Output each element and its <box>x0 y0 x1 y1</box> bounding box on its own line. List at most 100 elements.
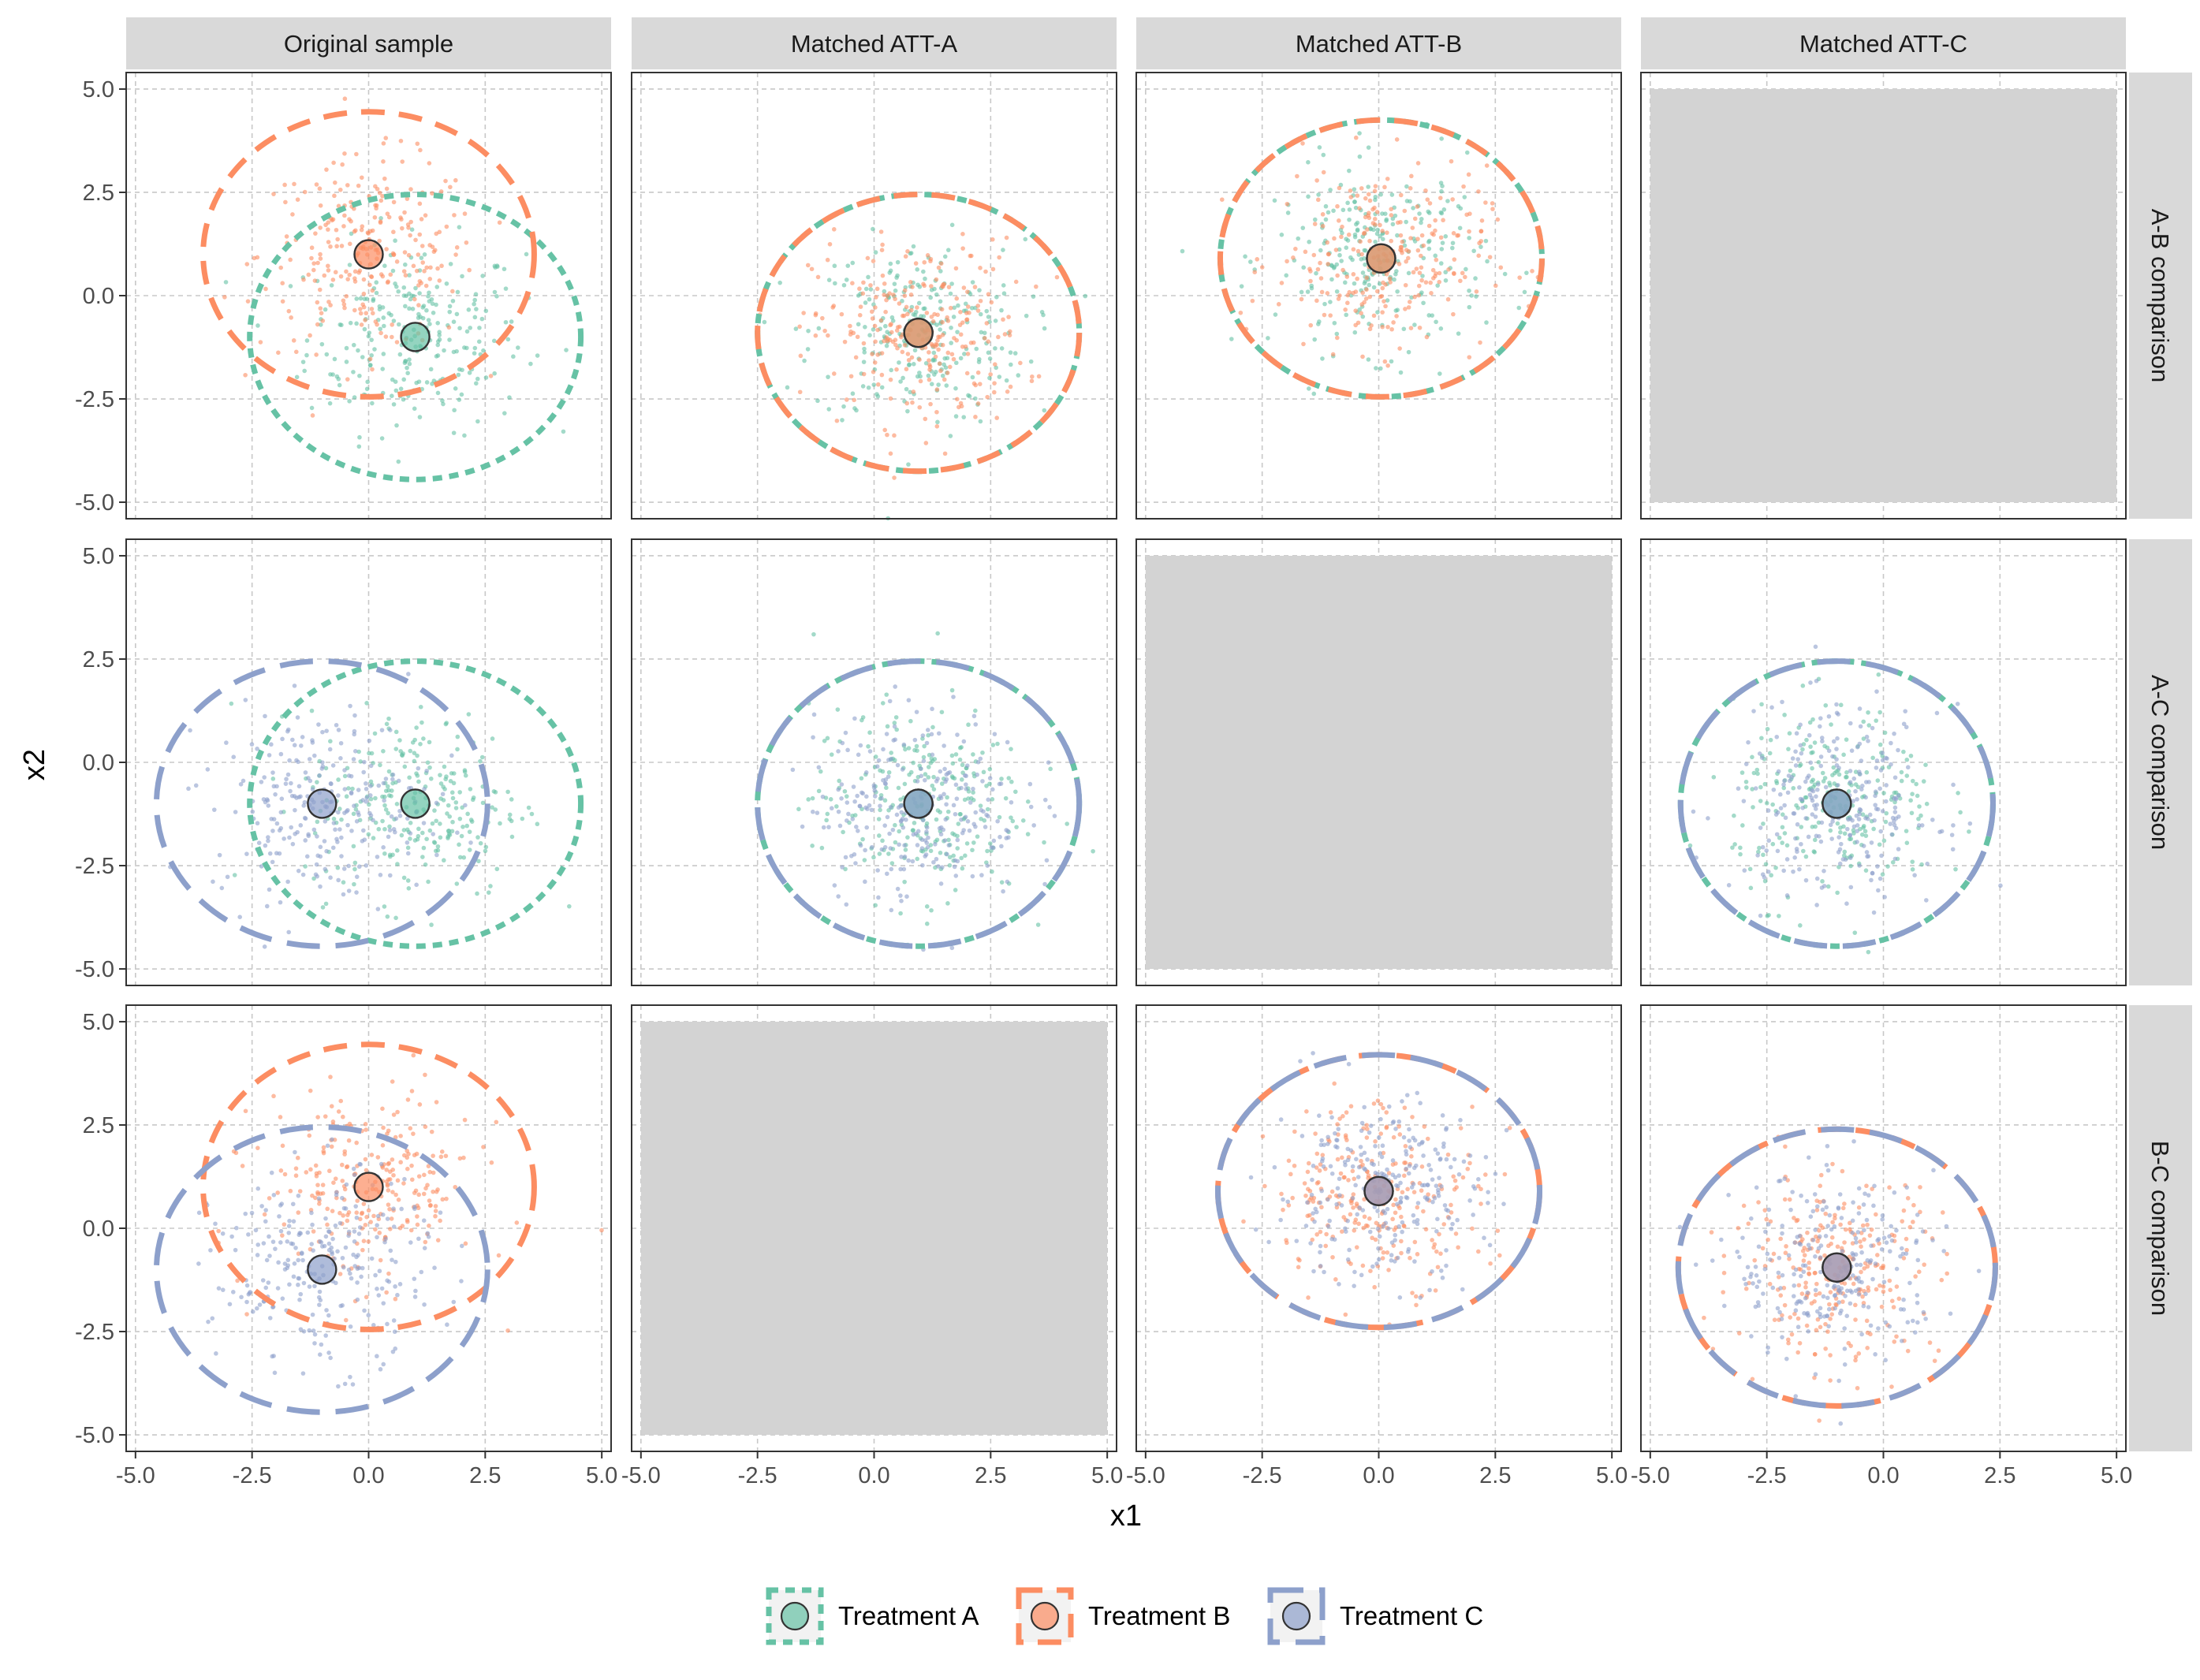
data-point <box>380 794 385 799</box>
data-point <box>255 1306 259 1311</box>
data-point <box>1054 274 1060 280</box>
data-point <box>352 728 357 734</box>
data-point <box>418 704 423 710</box>
data-point <box>1818 1183 1823 1188</box>
data-point <box>386 1202 391 1207</box>
data-point <box>1825 1283 1830 1288</box>
data-point <box>1811 849 1817 854</box>
data-point <box>1911 1318 1915 1324</box>
data-point <box>1415 237 1420 241</box>
data-point <box>1434 1183 1439 1189</box>
data-point <box>439 263 444 269</box>
data-point <box>1803 877 1809 883</box>
x-tick-label: 2.5 <box>975 1463 1006 1488</box>
data-point <box>851 784 856 789</box>
data-point <box>310 740 315 745</box>
data-point <box>1859 1250 1864 1255</box>
data-point <box>1904 1185 1909 1190</box>
data-point <box>953 360 959 366</box>
data-point <box>1359 1120 1365 1126</box>
data-point <box>1417 211 1422 216</box>
data-point <box>928 295 933 300</box>
data-point <box>1266 1239 1271 1245</box>
data-point <box>923 276 927 281</box>
data-point <box>457 397 462 402</box>
data-point <box>1836 864 1841 870</box>
data-point <box>264 1257 270 1263</box>
data-point <box>346 786 351 791</box>
data-point <box>287 1218 292 1224</box>
data-point <box>1351 1192 1356 1197</box>
data-point <box>283 781 289 786</box>
data-point <box>357 434 362 440</box>
data-point <box>1314 1165 1319 1170</box>
data-point <box>1410 1291 1415 1295</box>
data-point <box>1778 1293 1784 1298</box>
data-point <box>1753 1265 1758 1269</box>
data-point <box>1351 272 1356 277</box>
data-point <box>1299 296 1304 302</box>
data-point <box>364 1168 369 1173</box>
data-point <box>301 1329 307 1334</box>
data-point <box>1901 1208 1907 1213</box>
data-point <box>1396 1224 1401 1229</box>
data-point <box>330 1209 335 1213</box>
data-point <box>1406 1171 1411 1176</box>
data-point <box>394 802 400 806</box>
data-point <box>1853 769 1859 774</box>
data-point <box>1393 1210 1398 1216</box>
data-point <box>1843 1227 1848 1232</box>
data-point <box>1808 744 1813 749</box>
data-point <box>362 837 367 842</box>
data-point <box>1306 194 1311 199</box>
data-point <box>1836 1206 1841 1211</box>
data-point <box>408 187 413 192</box>
data-point <box>341 866 347 871</box>
data-point <box>1443 270 1449 275</box>
data-point <box>347 241 352 247</box>
data-point <box>1333 1144 1338 1149</box>
data-point <box>1726 883 1732 888</box>
data-point <box>911 244 916 249</box>
data-point <box>961 285 967 290</box>
data-point <box>366 1239 371 1244</box>
data-point <box>1495 1228 1501 1233</box>
data-point <box>1305 1169 1311 1175</box>
data-point <box>904 818 908 822</box>
data-point <box>862 346 867 352</box>
data-point <box>1426 246 1432 251</box>
data-point <box>1371 285 1377 290</box>
data-point <box>1770 841 1776 847</box>
data-point <box>975 304 981 308</box>
data-point <box>908 718 913 724</box>
data-point <box>255 1242 261 1247</box>
data-point <box>1005 829 1010 833</box>
data-point <box>1052 814 1057 818</box>
data-point <box>278 1228 284 1234</box>
x-tick-label: -5.0 <box>1631 1463 1670 1488</box>
data-point <box>1908 798 1913 803</box>
data-point <box>424 265 429 270</box>
data-point <box>871 327 876 332</box>
data-point <box>970 847 975 853</box>
data-point <box>297 1297 302 1302</box>
data-point <box>1904 829 1909 833</box>
data-point <box>227 1302 233 1307</box>
data-point <box>1782 713 1787 717</box>
data-point <box>507 812 513 818</box>
data-point <box>278 810 284 815</box>
data-point <box>329 283 334 288</box>
data-point <box>361 291 367 296</box>
data-point <box>234 1225 239 1231</box>
data-point <box>1395 1201 1400 1207</box>
data-point <box>1380 237 1385 242</box>
data-point <box>1458 278 1463 284</box>
data-point <box>1856 1211 1862 1216</box>
data-point <box>1821 1294 1826 1299</box>
data-point <box>1279 1191 1284 1197</box>
data-point <box>1473 276 1478 281</box>
data-point <box>1765 914 1770 918</box>
data-point <box>1867 1233 1873 1238</box>
data-point <box>940 865 945 870</box>
data-point <box>315 1183 320 1187</box>
